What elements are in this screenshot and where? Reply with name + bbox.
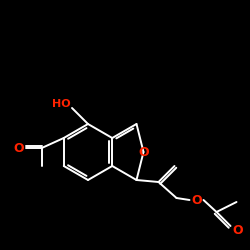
Text: HO: HO <box>52 99 70 109</box>
Text: O: O <box>14 142 24 154</box>
Text: O: O <box>232 224 243 236</box>
Text: O: O <box>191 194 202 206</box>
Text: O: O <box>138 146 149 158</box>
